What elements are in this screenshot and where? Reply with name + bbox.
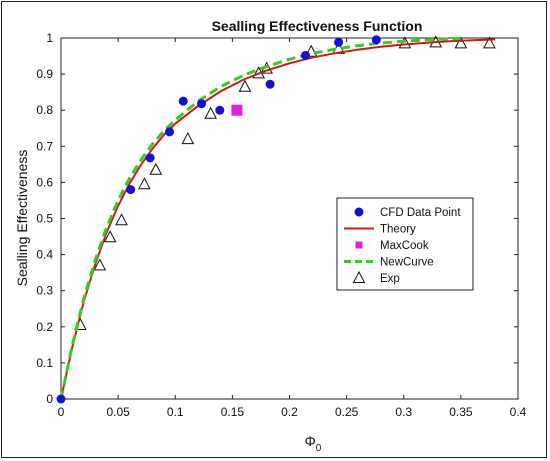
y-tick-label: 0.1 <box>36 356 53 370</box>
legend-item: MaxCook <box>355 240 429 252</box>
data-point <box>149 162 163 175</box>
legend: CFD Data Point Theory MaxCook NewCurve Exp <box>336 197 474 291</box>
legend-label: CFD Data Point <box>380 207 461 219</box>
y-tick-label: 0.9 <box>36 67 53 81</box>
data-point <box>126 185 136 195</box>
data-point <box>93 258 107 271</box>
x-tick-label: 0.2 <box>281 405 298 419</box>
legend-label: Theory <box>380 224 416 236</box>
legend-marker-swatch <box>355 241 363 249</box>
data-point <box>197 99 207 109</box>
y-tick-label: 0 <box>46 392 53 406</box>
series-layer <box>56 35 496 404</box>
y-tick-label: 0.5 <box>36 212 53 226</box>
data-point <box>103 230 117 243</box>
series-cfd-data-point <box>56 35 381 404</box>
data-point <box>56 394 66 404</box>
y-tick-label: 0.4 <box>36 248 53 262</box>
series-theory <box>60 38 496 400</box>
x-tick-label: 0.35 <box>449 405 473 419</box>
y-tick-label: 0.6 <box>36 175 53 189</box>
legend-item: Theory <box>344 224 416 236</box>
x-tick-label: 0.1 <box>167 405 184 419</box>
data-point <box>231 104 243 116</box>
x-tick-label: 0.05 <box>106 405 130 419</box>
legend-item: Exp <box>352 270 400 285</box>
data-point <box>300 50 310 60</box>
x-axis-label-subscript: 0 <box>316 443 322 454</box>
y-tick-label: 0.8 <box>36 103 53 117</box>
data-point <box>165 127 175 137</box>
axis-ticks: 0 0.05 0.1 0.15 0.2 0.25 0.3 0.35 0.4 0 0.1 0.2 0.3 0… <box>36 31 526 419</box>
legend-marker-swatch <box>354 207 364 217</box>
data-point <box>334 37 344 47</box>
data-point <box>483 36 496 49</box>
x-axis-label-main: Φ <box>305 433 316 449</box>
data-point <box>371 35 381 45</box>
data-point <box>265 79 275 89</box>
y-axis-label: Sealling Effectiveness <box>14 150 30 287</box>
x-tick-label: 0.15 <box>221 405 245 419</box>
legend-item: NewCurve <box>344 257 434 269</box>
data-point <box>181 132 195 145</box>
line-theory <box>60 38 496 400</box>
data-point <box>204 106 217 119</box>
data-point <box>178 96 188 106</box>
y-tick-label: 1 <box>46 31 53 45</box>
data-point <box>145 153 155 163</box>
legend-label: Exp <box>380 273 400 285</box>
data-point <box>238 79 252 92</box>
data-point <box>115 213 128 226</box>
data-point <box>138 177 151 190</box>
x-tick-label: 0.4 <box>510 405 527 419</box>
y-tick-label: 0.7 <box>36 139 53 153</box>
series-maxcook <box>231 104 243 116</box>
data-point <box>215 105 225 115</box>
x-tick-label: 0.3 <box>395 405 412 419</box>
legend-item: CFD Data Point <box>354 207 461 219</box>
data-point <box>454 36 468 49</box>
x-tick-label: 0 <box>58 405 65 419</box>
data-point <box>304 44 318 57</box>
legend-marker-swatch <box>352 270 366 283</box>
y-tick-label: 0.3 <box>36 284 53 298</box>
y-tick-label: 0.2 <box>36 320 53 334</box>
x-axis-label: Φ0 <box>305 433 322 454</box>
legend-label: MaxCook <box>380 240 429 252</box>
x-tick-label: 0.25 <box>335 405 359 419</box>
legend-label: NewCurve <box>380 257 434 269</box>
chart-title: Sealling Effectiveness Function <box>212 18 423 34</box>
